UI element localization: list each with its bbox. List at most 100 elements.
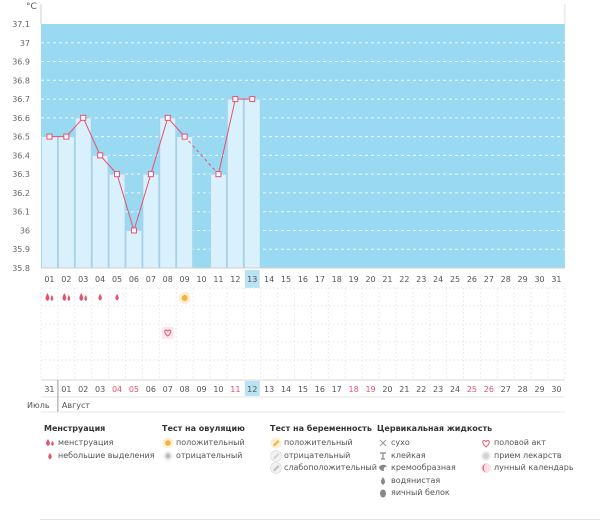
legend-title: Цервикальная жидкость bbox=[377, 424, 493, 433]
legend-title: Тест на овуляцию bbox=[162, 424, 245, 433]
legend-item: клейкая bbox=[377, 450, 492, 463]
temperature-bar bbox=[142, 173, 160, 269]
day-tick-label: 02 bbox=[61, 275, 71, 284]
legend-item: водянистая bbox=[377, 475, 492, 488]
legend-item-label: менструация bbox=[58, 438, 114, 447]
cross-icon bbox=[377, 437, 389, 449]
calendar-date: 24 bbox=[450, 385, 460, 394]
day-tick-label: 16 bbox=[298, 275, 308, 284]
legend-item: прием лекарств bbox=[480, 450, 562, 463]
test-negative-icon bbox=[270, 449, 282, 462]
calendar-date: 27 bbox=[501, 385, 511, 394]
legend-item: положительный bbox=[270, 437, 372, 450]
bbt-chart: °C 35.8 35.9 36 36.1 36.2 36.3 36.4 36.5 36.6 36.7… bbox=[12, 2, 566, 413]
temperature-bar bbox=[125, 230, 143, 269]
sun-positive-icon bbox=[178, 292, 191, 304]
y-tick-label: 36.8 bbox=[12, 76, 30, 85]
temperature-bar bbox=[210, 173, 227, 269]
temperature-point bbox=[130, 227, 137, 234]
legend-item-label: слабоположительный bbox=[284, 463, 377, 472]
heart-icon bbox=[480, 437, 492, 449]
calendar-date: 22 bbox=[416, 385, 426, 394]
temperature-point bbox=[97, 152, 104, 159]
drop-shape bbox=[50, 295, 54, 301]
drop-large-icon bbox=[44, 437, 56, 449]
legend-item-label: водянистая bbox=[391, 475, 441, 485]
y-tick-label: 36 bbox=[20, 226, 30, 235]
day-tick-label: 24 bbox=[433, 275, 443, 284]
temperature-line-segment bbox=[150, 117, 169, 175]
y-tick-label: 37 bbox=[20, 39, 30, 48]
egg-white-icon bbox=[377, 487, 389, 499]
temperature-bar bbox=[159, 117, 177, 269]
test-weak-icon bbox=[270, 462, 282, 474]
calendar-date: 26 bbox=[484, 385, 494, 394]
legend-item-label: положительный bbox=[176, 438, 245, 447]
legend-item-label: прием лекарств bbox=[494, 450, 562, 460]
temperature-line-segment bbox=[116, 174, 135, 231]
day-tick-label: 30 bbox=[534, 275, 544, 284]
calendar-date: 11 bbox=[230, 385, 240, 394]
drop-shape bbox=[62, 293, 67, 301]
legend-item: яичный белок bbox=[377, 487, 492, 500]
drop-shape bbox=[67, 295, 71, 301]
legend-item-label: лунный календарь bbox=[494, 463, 574, 472]
temperature-point bbox=[114, 171, 121, 178]
legend-bottom-divider bbox=[40, 519, 600, 520]
day-tick-label: 19 bbox=[349, 275, 359, 284]
day-tick-label: 03 bbox=[78, 275, 88, 284]
calendar-date: 06 bbox=[146, 385, 156, 394]
legend-item-label: яичный белок bbox=[391, 488, 450, 497]
calendar-date: 28 bbox=[518, 385, 528, 394]
legend-item: отрицательный bbox=[162, 450, 245, 463]
day-tick-label: 26 bbox=[467, 275, 477, 284]
temperature-bar bbox=[41, 136, 58, 269]
calendar-date: 30 bbox=[551, 385, 561, 394]
y-tick-label: 36.4 bbox=[12, 151, 30, 160]
sun-negative-icon bbox=[162, 450, 174, 462]
legend-item-label: клейкая bbox=[391, 450, 426, 460]
calendar-date: 04 bbox=[112, 385, 122, 394]
day-tick-label: 08 bbox=[163, 275, 173, 284]
y-tick-label: 36.2 bbox=[12, 189, 30, 198]
temperature-line-segment bbox=[65, 117, 84, 137]
day-tick-label: 15 bbox=[281, 275, 291, 284]
calendar-date: 16 bbox=[315, 385, 325, 394]
calendar-date: 23 bbox=[433, 385, 443, 394]
legend-item: отрицательный bbox=[270, 449, 372, 463]
heart-shape bbox=[164, 329, 172, 337]
day-tick-label: 09 bbox=[180, 275, 190, 284]
day-tick-label: 18 bbox=[332, 275, 342, 284]
calendar-date: 05 bbox=[129, 385, 139, 394]
day-tick-label: 07 bbox=[146, 275, 156, 284]
day-tick-label: 06 bbox=[129, 275, 139, 284]
drop-shape bbox=[98, 294, 102, 301]
legend-item-label: сухо bbox=[391, 438, 410, 447]
calendar-date: 08 bbox=[180, 385, 190, 394]
legend-column: половой акт прием лекарств лунный календар… bbox=[480, 424, 574, 475]
temperature-line-segment bbox=[99, 155, 118, 175]
calendar-date: 20 bbox=[382, 385, 392, 394]
legend-title bbox=[480, 424, 483, 433]
legend-item: половой акт bbox=[480, 437, 546, 450]
calendar-date: 19 bbox=[365, 385, 375, 394]
watery-drop-icon bbox=[377, 475, 389, 487]
day-tick-label: 11 bbox=[213, 275, 223, 284]
day-tick-label: 22 bbox=[399, 275, 409, 284]
day-tick-label: 31 bbox=[551, 275, 561, 284]
calendar-date: 09 bbox=[196, 385, 206, 394]
calendar-date: 12 bbox=[247, 385, 257, 394]
temperature-line-segment bbox=[82, 117, 101, 156]
legend-column: Цервикальная жидкость сухо клейкая кремообр… bbox=[377, 424, 492, 500]
drop-small-icon bbox=[98, 294, 102, 301]
y-tick-label: 36.6 bbox=[12, 114, 30, 123]
day-tick-label: 04 bbox=[95, 275, 105, 284]
temperature-bar bbox=[91, 154, 109, 269]
calendar-date: 21 bbox=[399, 385, 409, 394]
sun-core bbox=[181, 295, 188, 301]
temperature-point bbox=[164, 114, 171, 121]
legend-item-label: кремообразная bbox=[391, 463, 456, 472]
legend-column: Тест на беременность положительный отрицат… bbox=[270, 424, 377, 475]
legend-item-label: половой акт bbox=[494, 438, 546, 447]
temperature-point bbox=[181, 133, 188, 140]
